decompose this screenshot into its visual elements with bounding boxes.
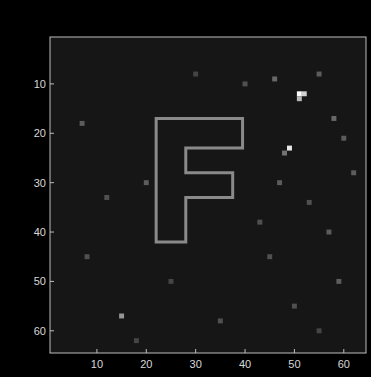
cell [104,195,109,200]
x-tick [96,349,97,353]
cell [297,96,302,101]
y-tick-label: 30 [34,177,46,189]
y-tick [50,232,54,233]
cell [302,91,307,96]
cells [80,72,357,344]
chart: 10 20 30 40 50 60 10 20 30 40 50 60 [0,0,371,377]
x-tick-label: 60 [338,358,350,370]
cell [134,338,139,343]
cell [257,220,262,225]
cell [193,72,198,77]
cell [277,180,282,185]
plot-background [50,37,366,353]
x-tick [245,349,246,353]
cell [297,91,302,96]
y-tick [50,182,54,183]
y-tick [50,330,54,331]
x-tick-label: 50 [288,358,300,370]
cell [292,304,297,309]
y-tick [50,133,54,134]
x-tick-label: 40 [239,358,251,370]
cell [169,279,174,284]
cell [287,146,292,151]
cell [85,254,90,259]
cell [80,121,85,126]
y-tick [50,281,54,282]
y-tick-label: 60 [34,325,46,337]
cell [119,314,124,319]
cell [351,170,356,175]
cell [336,279,341,284]
frame [50,37,366,353]
y-tick-label: 40 [34,226,46,238]
cell [331,116,336,121]
cell [317,72,322,77]
x-tick-label: 20 [140,358,152,370]
x-tick [294,349,295,353]
y-tick-label: 20 [34,127,46,139]
cell [267,254,272,259]
f-outline [156,118,242,241]
cell [327,230,332,235]
y-tick-label: 10 [34,78,46,90]
y-tick-label: 50 [34,275,46,287]
x-tick [195,349,196,353]
x-tick-label: 30 [190,358,202,370]
cell [317,328,322,333]
cell [218,318,223,323]
cell [272,77,277,82]
x-tick-label: 10 [91,358,103,370]
cell [144,180,149,185]
x-tick [343,349,344,353]
y-tick [50,83,54,84]
cell [341,136,346,141]
cell [243,81,248,86]
cell [307,200,312,205]
x-tick [146,349,147,353]
cell [282,151,287,156]
